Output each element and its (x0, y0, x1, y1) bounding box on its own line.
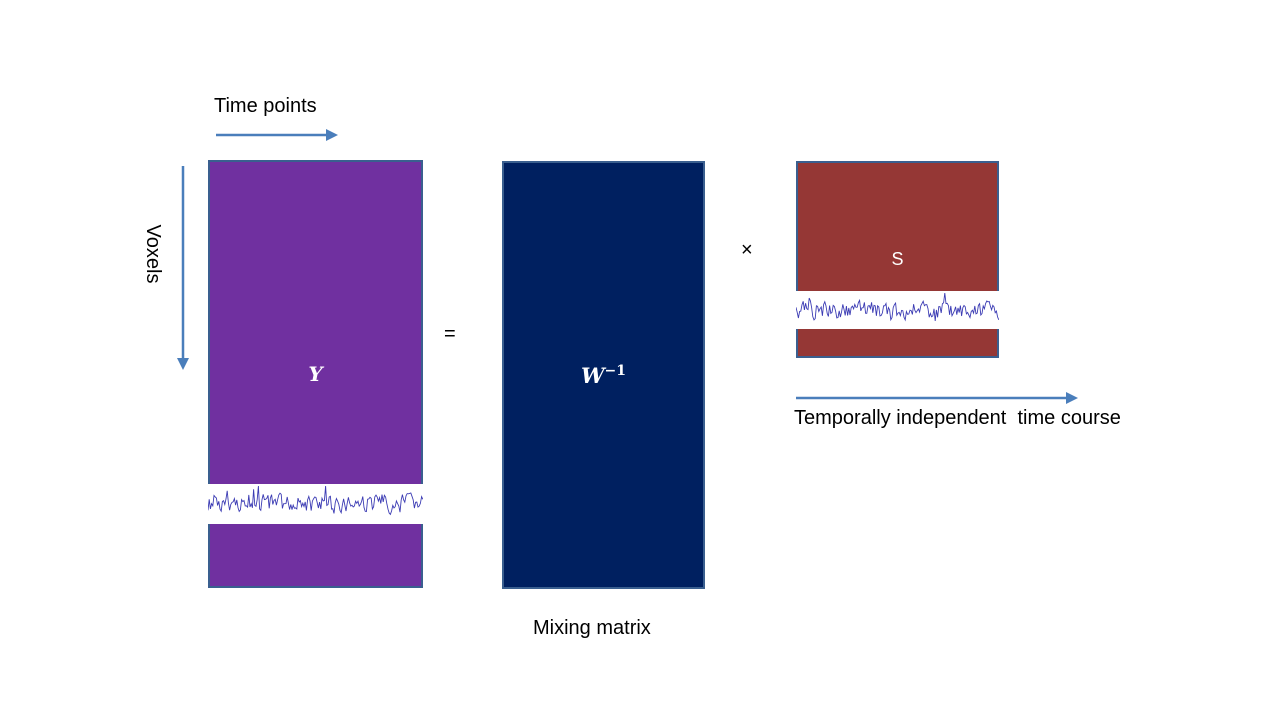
s-signal-trace (795, 292, 1000, 322)
mixing-matrix-label: Mixing matrix (533, 617, 651, 639)
times-sign: × (741, 239, 753, 261)
equals-sign: = (444, 323, 456, 345)
y-matrix: Y (207, 160, 424, 588)
w-inverse-symbol: W−1 (504, 363, 703, 388)
s-symbol: S (891, 249, 904, 269)
voxels-arrow (177, 166, 189, 370)
time-points-arrow (216, 129, 338, 141)
voxels-label: Voxels (142, 224, 164, 284)
time-points-label: Time points (214, 95, 317, 117)
w-base: W (580, 363, 605, 388)
y-signal-trace (207, 485, 424, 516)
s-matrix: S (795, 161, 1000, 358)
mixing-matrix: W−1 (502, 161, 705, 589)
time-course-arrow (796, 392, 1078, 404)
y-voxel-time-series (207, 484, 424, 524)
w-exponent: −1 (604, 363, 627, 379)
s-source-time-series (795, 291, 1000, 329)
y-symbol: Y (308, 362, 323, 386)
temporal-time-course-label: Temporally independent time course (794, 407, 1121, 429)
